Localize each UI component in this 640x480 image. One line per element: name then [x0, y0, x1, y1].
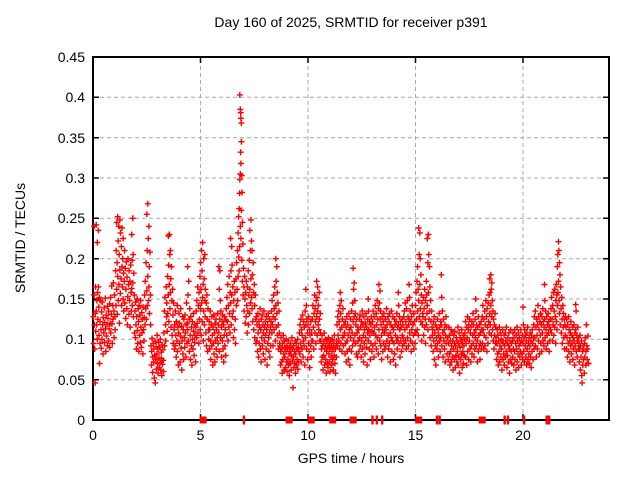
- y-tick-label: 0.35: [57, 129, 85, 146]
- zero-value-marker: [242, 415, 246, 425]
- zero-value-marker: [199, 416, 207, 424]
- zero-value-marker: [506, 415, 510, 425]
- y-tick-label: 0.2: [65, 250, 85, 267]
- y-tick-label: 0.15: [57, 291, 85, 307]
- y-tick-label: 0.3: [65, 170, 85, 186]
- y-tick-label: 0: [77, 412, 85, 428]
- x-tick-label: 20: [515, 427, 531, 443]
- zero-value-marker: [522, 415, 526, 425]
- zero-value-marker: [307, 416, 315, 424]
- zero-value-marker: [503, 415, 506, 425]
- zero-value-marker: [329, 416, 337, 424]
- y-tick-label: 0.4: [65, 89, 85, 106]
- zero-value-marker: [285, 416, 293, 424]
- y-tick-label: 0.05: [57, 371, 85, 388]
- data-points: [90, 91, 592, 391]
- zero-value-marker: [415, 416, 423, 424]
- zero-value-marker: [478, 416, 486, 424]
- x-tick-label: 15: [407, 427, 424, 443]
- zero-value-marker: [548, 415, 551, 425]
- zero-value-marker: [438, 415, 441, 425]
- x-tick-label: 0: [89, 427, 97, 443]
- x-tick-label: 5: [196, 427, 205, 443]
- y-tick-label: 0.25: [57, 210, 85, 227]
- zero-value-marker: [545, 415, 548, 425]
- zero-value-marker: [381, 415, 384, 425]
- zero-value-marker: [375, 415, 378, 425]
- y-tick-label: 0.1: [65, 331, 85, 348]
- zero-value-marker: [435, 415, 439, 425]
- x-axis-title: GPS time / hours: [297, 450, 405, 466]
- zero-value-marker: [371, 415, 374, 425]
- y-tick-label: 0.45: [57, 49, 85, 65]
- zero-value-marker: [349, 416, 357, 424]
- chart-title: Day 160 of 2025, SRMTID for receiver p39…: [214, 14, 488, 30]
- x-tick-label: 10: [300, 427, 316, 443]
